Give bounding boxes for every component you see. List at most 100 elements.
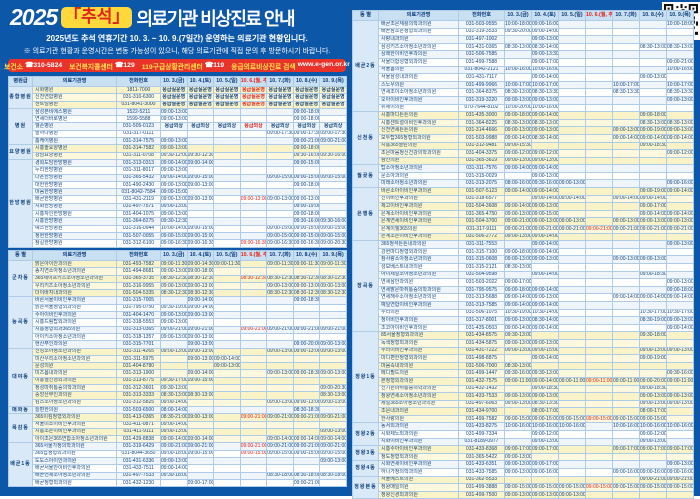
schedule-cell (666, 384, 694, 394)
schedule-cell (639, 263, 667, 272)
schedule-cell (612, 202, 640, 211)
schedule-cell: 09:00-13:00 (639, 399, 667, 409)
clinic-name-cell: 은계연세이비인후과의원 (378, 217, 459, 227)
contact-bar: 보건소 ☎310-5824 보건복지콜센터 ☎129 119구급상황관리센터 ☎119 응급… (4, 59, 350, 72)
clinic-row: 배곧1동 365서울가정의학과의원 031-319-6429 09:00-21:00 0… (8, 442, 347, 488)
clinic-name-cell: 배곧조은재활의학과의원 (378, 20, 459, 29)
schedule-cell: 09:00-17:00 (531, 445, 559, 454)
schedule-cell: 09:00-21:00 (504, 225, 532, 234)
schedule-cell (531, 141, 559, 151)
schedule-cell: 09:00-21:00 (319, 325, 347, 334)
clinic-phone-cell: 031-311-5975 (116, 354, 161, 364)
schedule-cell (585, 255, 613, 264)
schedule-cell (531, 331, 559, 340)
schedule-cell: 09:00-14:00 (160, 158, 188, 168)
schedule-cell (504, 194, 532, 204)
clinic-name-cell: 신이비인후과의원 (378, 194, 459, 204)
schedule-cell: 09:00-18:00 (504, 247, 532, 257)
clinic-row: 우리키즈소아청소년과의원 031-316-9955 09:00-13:00 09:00… (9, 281, 347, 291)
schedule-cell (585, 20, 613, 29)
title-year: 2025 (10, 4, 58, 30)
schedule-cell: 09:00-13:00 (504, 255, 532, 264)
schedule-table: 병원급 의료기관명 전화번호 10. 3.(금) 10. 4.(토) 10. 5.(일) 1… (8, 76, 347, 248)
schedule-cell: 09:00-21:00 (292, 137, 321, 146)
schedule-cell (213, 274, 241, 283)
schedule-cell (558, 209, 586, 219)
clinic-phone-cell: 031-318-5553 (116, 318, 161, 327)
schedule-cell: 08:30-13:00 (504, 118, 532, 128)
schedule-cell: 응급실운영 (239, 93, 268, 102)
schedule-cell (239, 384, 268, 393)
schedule-cell (585, 331, 613, 340)
contact-label: 보건복지콜센터 (69, 63, 113, 71)
clinic-phone-cell: 031-504-3608 (458, 202, 505, 211)
schedule-cell: 09:00-12:00 (531, 149, 559, 158)
clinic-name-cell: 85서울정형외과의원 (378, 331, 459, 340)
clinic-row: 아이조은365연합소아청소년과의원 031-439-8838 09:00-14:00… (9, 435, 347, 444)
schedule-cell (666, 270, 694, 280)
clinic-phone-cell: 031-311-7553 (458, 240, 505, 249)
schedule-cell: 09:00-17:30 (292, 129, 321, 139)
clinic-phone-cell: 031-432-7575 (458, 376, 505, 386)
clinic-name-cell: 신성소아청소년과의원 (32, 347, 117, 356)
schedule-cell: 09:00-15:00 (319, 449, 347, 459)
schedule-cell (213, 413, 241, 422)
schedule-cell (666, 452, 694, 462)
clinic-row: 시화이비인후과의원 031-8189-0977 09:00-13:00 09:00-1… (353, 437, 694, 447)
clinic-name-cell: 조코아이비인후과의원 (378, 323, 459, 333)
schedule-cell: 08:30-13:00 (186, 391, 215, 400)
contact-label: 119구급상황관리센터 (141, 63, 203, 71)
clinic-row: 연세삼안과의원 031-503-2022 09:00-17:00 09:00-13:0… (353, 278, 694, 287)
schedule-cell: 09:00-13:00 (639, 217, 667, 227)
column-header: 동 별 (8, 250, 33, 261)
schedule-cell (666, 255, 694, 264)
clinic-name-cell: 본정형외과의원 (378, 376, 459, 386)
schedule-cell (266, 210, 294, 219)
schedule-cell (213, 391, 241, 400)
schedule-cell: 08:30-13:00 (531, 118, 559, 128)
schedule-cell: 09:00-14:00 (531, 300, 559, 310)
schedule-cell: 09:00-17:00 (186, 478, 215, 488)
schedule-cell: 09:00-13:00 (266, 398, 294, 407)
clinic-name-cell: 유제이의원 (378, 103, 459, 113)
schedule-cell: 09:30-16:00 (531, 179, 559, 189)
clinic-name-cell: 동서외과의원 (378, 422, 459, 432)
clinic-row: 누리한방병원 031-311-8017 09:00-13:00 (9, 166, 347, 175)
schedule-cell: 09:30-17:00 (160, 376, 188, 386)
schedule-cell (239, 398, 268, 407)
schedule-cell: 09:00-13:00 (319, 347, 347, 356)
schedule-cell (612, 285, 640, 295)
schedule-cell: 10:00-17:00 (504, 80, 532, 90)
schedule-cell (585, 240, 613, 249)
schedule-cell (504, 354, 532, 363)
clinic-row: 대한한방병원 031-490-2430 09:00-13:00 09:00-13:00… (9, 180, 347, 190)
schedule-cell: 09:00-14:00 (160, 464, 188, 473)
schedule-cell: 09:00-14:00 (531, 73, 559, 82)
schedule-cell (639, 171, 667, 181)
schedule-cell (666, 300, 694, 310)
schedule-cell: 09:00-11:30 (319, 259, 347, 269)
schedule-cell: 09:00-13:00 (319, 340, 347, 349)
schedule-cell: 09:00-13:00 (186, 354, 215, 364)
clinic-phone-cell: 031-504-5335 (116, 289, 161, 298)
schedule-cell (639, 27, 667, 37)
schedule-cell: 09:00-14:00 (666, 187, 694, 196)
schedule-cell (585, 263, 613, 272)
schedule-cell: 08:30-13:00 (666, 118, 694, 128)
clinic-phone-cell: 1599-5588 (116, 115, 161, 124)
clinic-phone-cell: 031-319-6429 (116, 442, 161, 451)
schedule-cell (639, 338, 667, 348)
clinic-phone-cell: 031-507-0055 (116, 231, 161, 241)
schedule-cell (213, 115, 241, 124)
clinic-phone-cell: 031-316-9955 (116, 281, 161, 291)
schedule-cell (639, 20, 667, 29)
clinic-row: 제일365소아청소년과의원 031-497-6063 09:00-13:00 08:3… (353, 399, 694, 409)
clinic-name-cell: 미산우리소아청소년과의원 (32, 354, 117, 364)
schedule-cell: 09:00-13:00 (504, 95, 532, 105)
schedule-cell (319, 195, 347, 204)
schedule-cell (319, 376, 347, 386)
clinic-name-cell: 배곧서울안이비인후과의원 (32, 464, 117, 473)
schedule-cell (292, 376, 321, 386)
schedule-cell: 08:30-13:00 (639, 118, 667, 128)
clinic-phone-cell: 031-433-8368 (458, 445, 505, 454)
